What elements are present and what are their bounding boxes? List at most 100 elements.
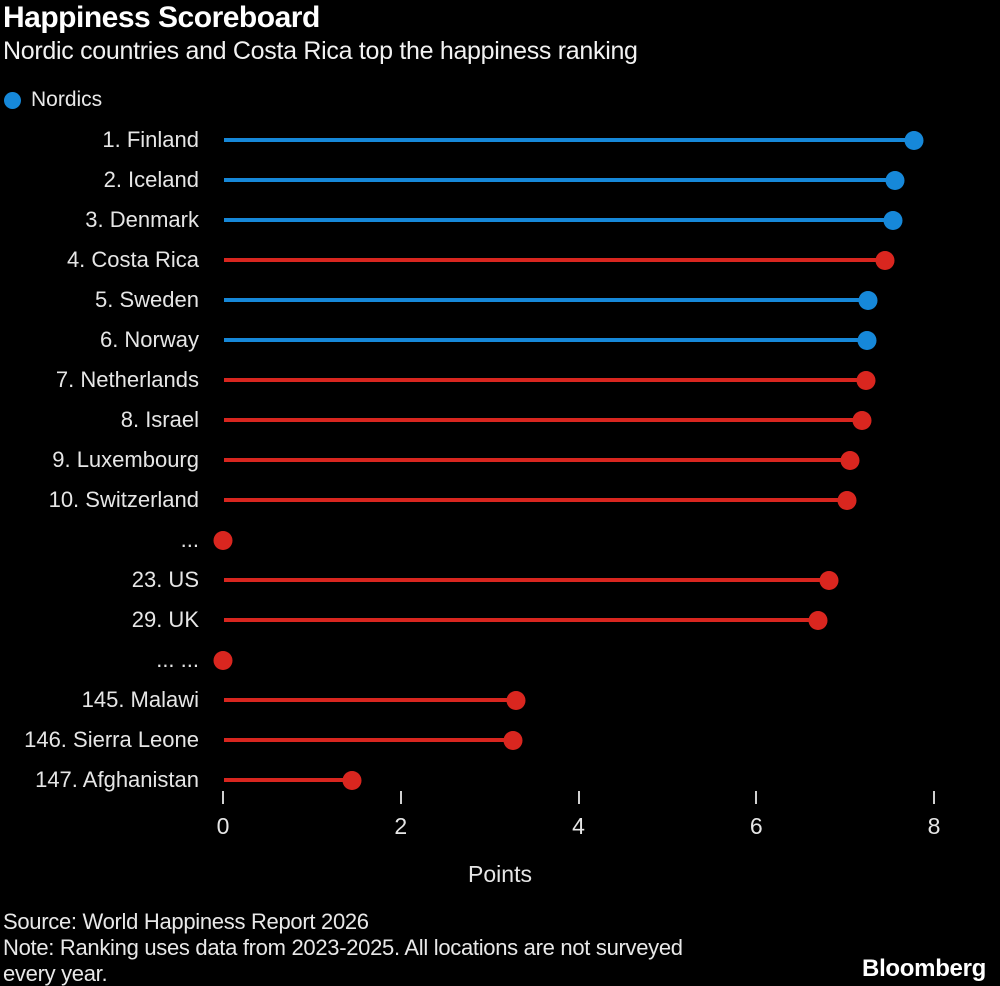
row-plot (223, 680, 934, 720)
chart-row: 29. UK (0, 600, 1000, 640)
chart-row: 147. Afghanistan (0, 760, 1000, 800)
chart-footer: Source: World Happiness Report 2026 Note… (3, 909, 683, 986)
lollipop-line (224, 418, 862, 422)
chart-row: 1. Finland (0, 120, 1000, 160)
lollipop-dot (213, 530, 233, 550)
row-label: 147. Afghanistan (35, 767, 199, 792)
lollipop-dot (875, 250, 895, 270)
chart-row: 2. Iceland (0, 160, 1000, 200)
lollipop-line (224, 178, 895, 182)
lollipop-line (224, 698, 517, 702)
row-plot (223, 360, 934, 400)
chart-row: 23. US (0, 560, 1000, 600)
row-plot (223, 400, 934, 440)
axis-tick-label: 4 (572, 813, 585, 839)
chart-row: 146. Sierra Leone (0, 720, 1000, 760)
lollipop-line (224, 498, 847, 502)
row-label: 3. Denmark (85, 207, 199, 232)
lollipop-line (224, 218, 894, 222)
lollipop-dot (856, 370, 876, 390)
row-plot (223, 720, 934, 760)
lollipop-line (224, 578, 830, 582)
lollipop-dot (506, 690, 526, 710)
chart-legend: Nordics (4, 88, 102, 112)
axis-tick-label: 8 (927, 813, 941, 839)
lollipop-line (224, 298, 869, 302)
row-label: 146. Sierra Leone (24, 727, 199, 752)
chart-row: ... (0, 520, 1000, 560)
chart-row: 10. Switzerland (0, 480, 1000, 520)
lollipop-line (224, 458, 851, 462)
row-label: 6. Norway (99, 327, 199, 352)
row-plot (213, 640, 934, 680)
row-plot (223, 200, 934, 240)
chart-row: 6. Norway (0, 320, 1000, 360)
lollipop-dot (808, 610, 828, 630)
chart-row: 8. Israel (0, 400, 1000, 440)
chart-row: 4. Costa Rica (0, 240, 1000, 280)
lollipop-line (224, 738, 513, 742)
row-plot (213, 520, 934, 560)
bloomberg-logo: Bloomberg (862, 955, 986, 982)
lollipop-dot (885, 170, 905, 190)
chart-row: ... ... (0, 640, 1000, 680)
row-plot (223, 480, 934, 520)
row-plot (223, 560, 934, 600)
lollipop-line (224, 618, 819, 622)
axis-tick-label: 0 (216, 813, 230, 839)
x-axis-title: Points (468, 861, 532, 887)
lollipop-dot (840, 450, 860, 470)
chart-subtitle: Nordic countries and Costa Rica top the … (3, 37, 638, 65)
row-label: 9. Luxembourg (52, 447, 199, 472)
lollipop-dot (858, 290, 878, 310)
row-label: 145. Malawi (81, 687, 199, 712)
row-plot (223, 440, 934, 480)
axis-tick-label: 2 (394, 813, 408, 839)
lollipop-dot (213, 650, 233, 670)
row-plot (223, 320, 934, 360)
legend-label: Nordics (31, 88, 103, 111)
axis-tick-label: 6 (749, 813, 763, 839)
row-label: ... ... (156, 647, 199, 672)
row-plot (223, 240, 934, 280)
lollipop-dot (503, 730, 523, 750)
row-label: 23. US (131, 567, 199, 592)
row-label: ... (180, 527, 199, 552)
row-plot (223, 160, 934, 200)
note-line-2: every year. (3, 961, 108, 986)
row-label: 10. Switzerland (48, 487, 199, 512)
chart-row: 5. Sweden (0, 280, 1000, 320)
row-plot (223, 280, 934, 320)
row-plot (223, 760, 934, 800)
row-label: 1. Finland (102, 127, 199, 152)
lollipop-line (224, 138, 915, 142)
lollipop-line (224, 338, 868, 342)
legend-dot-icon (4, 91, 21, 109)
row-label: 5. Sweden (95, 287, 199, 312)
page-title: Happiness Scoreboard (3, 1, 320, 34)
note-line-1: Note: Ranking uses data from 2023-2025. … (3, 935, 683, 960)
row-label: 4. Costa Rica (66, 247, 199, 272)
lollipop-dot (852, 410, 872, 430)
lollipop-dot (904, 130, 924, 150)
row-label: 29. UK (131, 607, 199, 632)
lollipop-line (224, 778, 352, 782)
row-label: 2. Iceland (103, 167, 199, 192)
lollipop-dot (342, 770, 362, 790)
chart-row: 7. Netherlands (0, 360, 1000, 400)
row-label: 7. Netherlands (55, 367, 199, 392)
lollipop-dot (883, 210, 903, 230)
lollipop-line (224, 258, 886, 262)
lollipop-line (224, 378, 866, 382)
source-line: Source: World Happiness Report 2026 (3, 909, 369, 934)
chart-row: 3. Denmark (0, 200, 1000, 240)
chart-row: 145. Malawi (0, 680, 1000, 720)
row-plot (223, 600, 934, 640)
row-plot (223, 120, 934, 160)
chart-rows: 1. Finland 2. Iceland 3. Denmark 4. Costa R… (0, 120, 1000, 800)
lollipop-dot (857, 330, 877, 350)
row-label: 8. Israel (120, 407, 199, 432)
lollipop-dot (837, 490, 857, 510)
lollipop-dot (819, 570, 839, 590)
